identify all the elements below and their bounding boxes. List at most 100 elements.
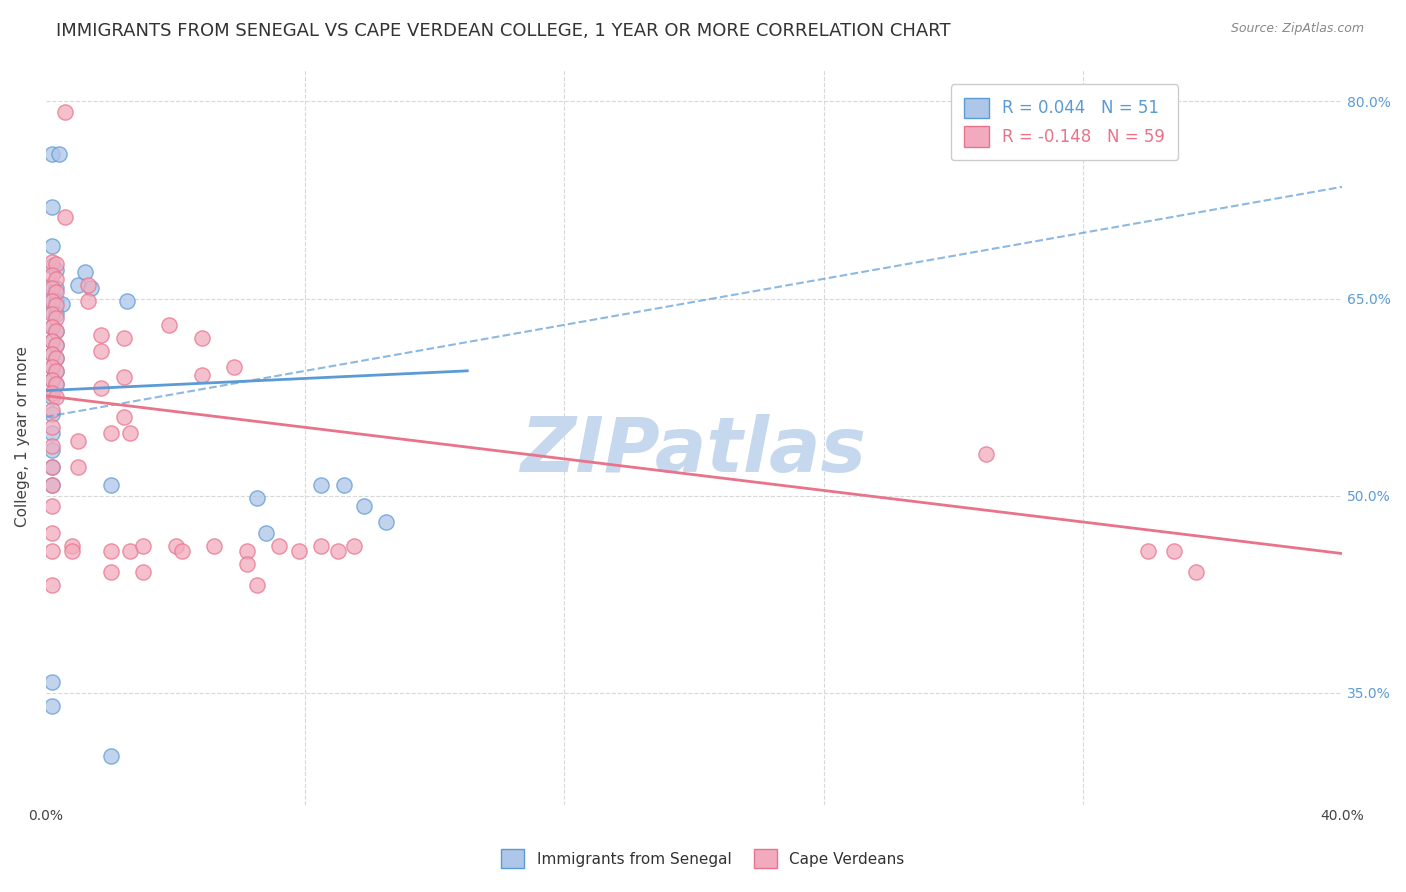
Point bbox=[67, 459, 90, 474]
Point bbox=[287, 544, 309, 558]
Point bbox=[41, 278, 63, 293]
Point bbox=[48, 147, 70, 161]
Point bbox=[100, 749, 122, 764]
Point bbox=[60, 544, 83, 558]
Point bbox=[353, 500, 375, 514]
Point bbox=[45, 337, 67, 351]
Point bbox=[45, 364, 67, 378]
Point bbox=[41, 420, 63, 434]
Point bbox=[115, 294, 138, 309]
Point bbox=[45, 311, 67, 326]
Point bbox=[236, 544, 259, 558]
Point bbox=[112, 409, 135, 424]
Point bbox=[80, 281, 103, 295]
Point bbox=[41, 294, 63, 309]
Point bbox=[41, 699, 63, 714]
Point bbox=[246, 491, 269, 506]
Point bbox=[41, 239, 63, 253]
Point bbox=[41, 320, 63, 334]
Point bbox=[45, 376, 67, 391]
Point bbox=[41, 403, 63, 417]
Point bbox=[41, 459, 63, 474]
Point bbox=[90, 328, 112, 343]
Text: ZIPatlas: ZIPatlas bbox=[522, 414, 868, 488]
Point bbox=[77, 294, 100, 309]
Text: Source: ZipAtlas.com: Source: ZipAtlas.com bbox=[1230, 22, 1364, 36]
Point bbox=[100, 565, 122, 579]
Point bbox=[254, 525, 277, 540]
Point bbox=[41, 373, 63, 387]
Point bbox=[41, 407, 63, 421]
Point bbox=[311, 539, 333, 553]
Point bbox=[157, 318, 180, 332]
Point bbox=[132, 565, 155, 579]
Point bbox=[45, 325, 67, 339]
Point bbox=[45, 390, 67, 404]
Point bbox=[45, 281, 67, 295]
Point bbox=[41, 373, 63, 387]
Point bbox=[269, 539, 291, 553]
Point bbox=[45, 351, 67, 365]
Point bbox=[41, 334, 63, 348]
Point bbox=[1185, 565, 1208, 579]
Point bbox=[67, 278, 90, 293]
Point bbox=[41, 292, 63, 306]
Point bbox=[172, 544, 194, 558]
Point bbox=[41, 578, 63, 592]
Point bbox=[41, 147, 63, 161]
Point bbox=[41, 478, 63, 492]
Point bbox=[375, 515, 398, 529]
Point bbox=[204, 539, 226, 553]
Point bbox=[326, 544, 349, 558]
Point bbox=[974, 447, 997, 461]
Point bbox=[236, 557, 259, 571]
Point bbox=[41, 320, 63, 334]
Legend: R = 0.044   N = 51, R = -0.148   N = 59: R = 0.044 N = 51, R = -0.148 N = 59 bbox=[950, 84, 1178, 160]
Point bbox=[41, 439, 63, 453]
Point bbox=[45, 325, 67, 339]
Text: IMMIGRANTS FROM SENEGAL VS CAPE VERDEAN COLLEGE, 1 YEAR OR MORE CORRELATION CHAR: IMMIGRANTS FROM SENEGAL VS CAPE VERDEAN … bbox=[56, 22, 950, 40]
Point bbox=[1163, 544, 1185, 558]
Point bbox=[100, 478, 122, 492]
Point bbox=[41, 425, 63, 440]
Point bbox=[41, 254, 63, 268]
Point bbox=[51, 297, 73, 311]
Y-axis label: College, 1 year or more: College, 1 year or more bbox=[15, 346, 30, 527]
Point bbox=[41, 334, 63, 348]
Point bbox=[45, 285, 67, 299]
Point bbox=[190, 368, 212, 382]
Point bbox=[41, 347, 63, 361]
Point bbox=[41, 281, 63, 295]
Point bbox=[246, 578, 269, 592]
Point bbox=[45, 376, 67, 391]
Point bbox=[90, 344, 112, 359]
Point bbox=[73, 265, 96, 279]
Legend: Immigrants from Senegal, Cape Verdeans: Immigrants from Senegal, Cape Verdeans bbox=[494, 841, 912, 875]
Point bbox=[120, 425, 142, 440]
Point bbox=[190, 331, 212, 345]
Point bbox=[41, 268, 63, 282]
Point bbox=[41, 390, 63, 404]
Point bbox=[41, 359, 63, 374]
Point bbox=[60, 539, 83, 553]
Point bbox=[41, 442, 63, 457]
Point bbox=[45, 262, 67, 277]
Point bbox=[100, 425, 122, 440]
Point bbox=[41, 675, 63, 690]
Point bbox=[165, 539, 187, 553]
Point bbox=[45, 364, 67, 378]
Point bbox=[41, 500, 63, 514]
Point bbox=[67, 434, 90, 448]
Point bbox=[120, 544, 142, 558]
Point bbox=[132, 539, 155, 553]
Point bbox=[77, 278, 100, 293]
Point bbox=[45, 272, 67, 286]
Point bbox=[41, 347, 63, 361]
Point bbox=[41, 459, 63, 474]
Point bbox=[311, 478, 333, 492]
Point bbox=[1136, 544, 1159, 558]
Point bbox=[41, 478, 63, 492]
Point bbox=[100, 544, 122, 558]
Point bbox=[222, 359, 245, 374]
Point bbox=[112, 331, 135, 345]
